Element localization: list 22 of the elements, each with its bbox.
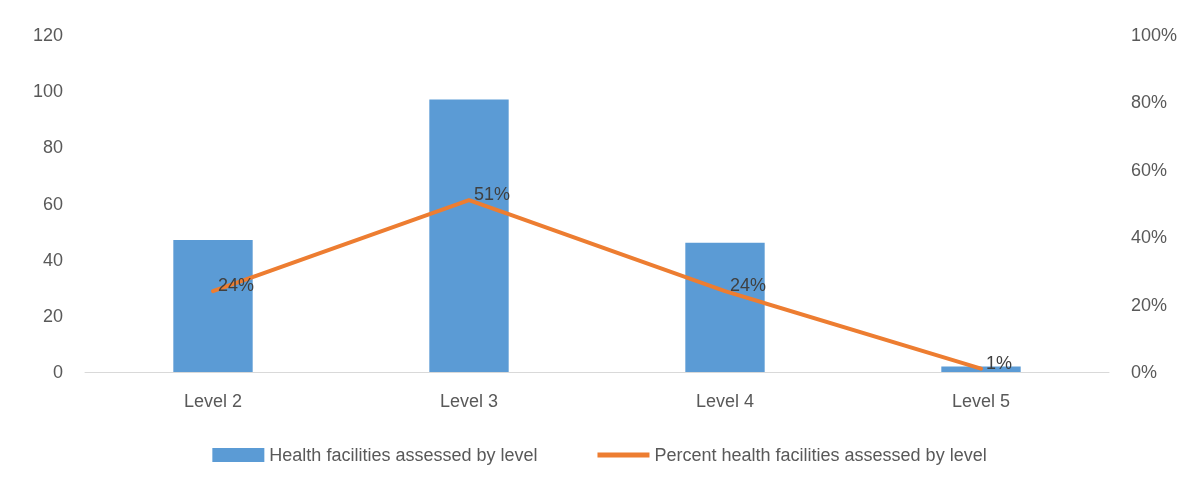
y-tick-label: 60	[42, 193, 63, 214]
bar	[685, 242, 765, 372]
y-tick-label: 120	[32, 25, 63, 45]
y-tick-label: 40	[42, 249, 63, 270]
y2-tick-label: 40%	[1131, 227, 1168, 248]
y-tick-label: 0	[52, 362, 63, 382]
y2-tick-label: 0%	[1131, 362, 1158, 382]
y-tick-label: 100	[32, 81, 63, 102]
x-tick-label: Level 2	[183, 391, 243, 411]
y-tick-label: 20	[42, 305, 63, 326]
y2-tick-label: 20%	[1131, 294, 1168, 315]
y2-tick-label: 100%	[1131, 25, 1178, 45]
y2-tick-label: 80%	[1131, 92, 1168, 113]
x-tick-label: Level 5	[951, 391, 1011, 411]
x-tick-label: Level 3	[439, 391, 499, 411]
bar	[429, 99, 509, 372]
legend-label: Percent health facilities assessed by level	[654, 445, 987, 465]
x-tick-label: Level 4	[695, 391, 755, 411]
y-tick-label: 80	[42, 137, 63, 158]
bar	[173, 240, 253, 372]
y2-tick-label: 60%	[1131, 159, 1168, 180]
legend-label: Health facilities assessed by level	[269, 445, 538, 465]
